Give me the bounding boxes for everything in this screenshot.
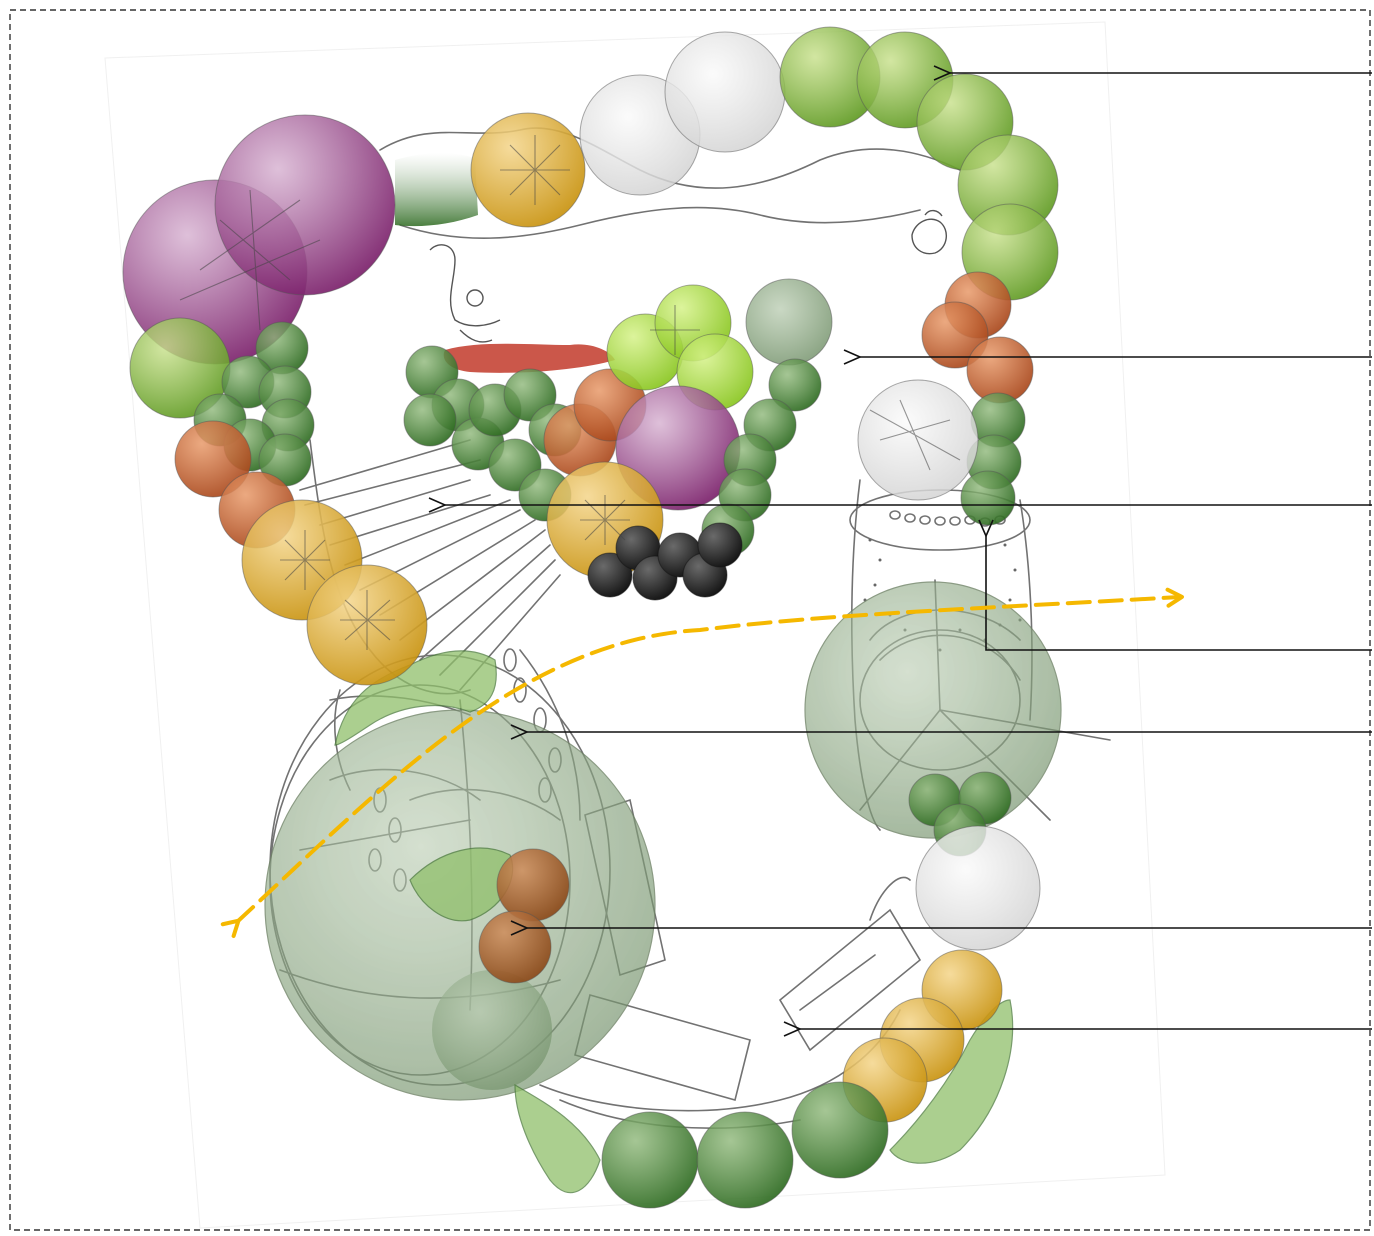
plant-circle-dark: [768, 358, 822, 412]
plant-circle-orange: [174, 420, 252, 498]
tree-canopy-lower-left: [432, 970, 552, 1090]
plant-circle-white: [664, 31, 786, 153]
plant-circle-dark: [403, 393, 457, 447]
plant-circle-orange: [921, 301, 989, 369]
plant-circle-purple: [214, 114, 396, 296]
chair-sketch-icon: [911, 209, 947, 255]
plant-circle-white: [915, 825, 1041, 951]
plant-circle-dark: [601, 1111, 699, 1209]
plant-texture-strokes: [179, 135, 961, 650]
plant-circle-dark: [960, 470, 1016, 526]
plant-circle-black: [697, 522, 743, 568]
flow-path-arrow: [220, 587, 1184, 939]
person-sketch-icon: [429, 244, 501, 343]
plant-circle-white: [857, 379, 979, 501]
plant-circle-dark: [791, 1081, 889, 1179]
red-flower-bed: [443, 343, 615, 373]
plant-circle-dark: [696, 1111, 794, 1209]
plant-circle-brown: [496, 848, 570, 922]
plant-circle-sage: [745, 278, 833, 366]
dashed-frame: [9, 9, 1371, 1231]
top-hedge-bar: [395, 153, 478, 227]
plant-circle-brown: [478, 910, 552, 984]
